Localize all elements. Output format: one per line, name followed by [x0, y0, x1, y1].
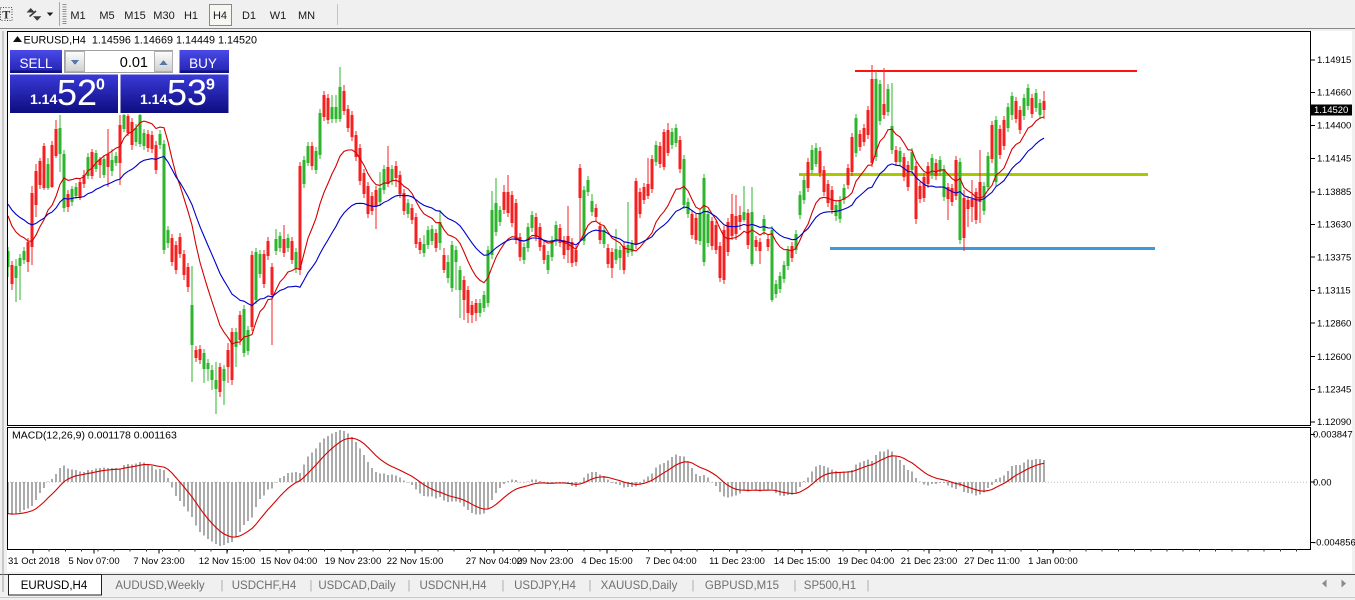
svg-text:27 Nov 04:00: 27 Nov 04:00	[466, 556, 523, 567]
svg-text:D1: D1	[242, 10, 256, 22]
svg-text:T: T	[2, 8, 10, 22]
svg-text:1.14915: 1.14915	[1317, 55, 1351, 66]
svg-text:|: |	[221, 580, 224, 592]
svg-text:MN: MN	[298, 10, 315, 22]
svg-text:1.14660: 1.14660	[1317, 88, 1351, 99]
svg-text:21 Dec 23:00: 21 Dec 23:00	[901, 556, 958, 567]
svg-text:11 Dec 23:00: 11 Dec 23:00	[709, 556, 765, 567]
svg-text:M1: M1	[70, 10, 85, 22]
svg-text:31 Oct 2018: 31 Oct 2018	[8, 556, 60, 567]
svg-text:15 Nov 04:00: 15 Nov 04:00	[261, 556, 318, 567]
svg-text:1.14145: 1.14145	[1317, 154, 1351, 165]
svg-text:H4: H4	[213, 10, 227, 22]
svg-text:14 Dec 15:00: 14 Dec 15:00	[774, 556, 831, 567]
svg-text:1.12345: 1.12345	[1317, 385, 1351, 396]
svg-text:H1: H1	[184, 10, 198, 22]
svg-text:5 Nov 07:00: 5 Nov 07:00	[68, 556, 119, 567]
svg-text:7 Nov 23:00: 7 Nov 23:00	[133, 556, 184, 567]
svg-text:0: 0	[96, 77, 105, 94]
svg-text:29 Nov 23:00: 29 Nov 23:00	[517, 556, 574, 567]
svg-text:7 Dec 04:00: 7 Dec 04:00	[645, 556, 696, 567]
svg-text:USDCHF,H4: USDCHF,H4	[232, 580, 297, 592]
svg-text:M30: M30	[153, 10, 174, 22]
svg-text:M5: M5	[99, 10, 114, 22]
svg-text:0.01: 0.01	[120, 55, 148, 71]
svg-text:MACD(12,26,9) 0.001178 0.00116: MACD(12,26,9) 0.001178 0.001163	[12, 430, 177, 442]
svg-text:|: |	[408, 580, 411, 592]
svg-text:1.12860: 1.12860	[1317, 318, 1351, 329]
svg-text:9: 9	[206, 77, 215, 94]
svg-text:0.003847: 0.003847	[1313, 430, 1353, 441]
svg-text:0.00: 0.00	[1313, 477, 1332, 488]
svg-text:1.14400: 1.14400	[1317, 121, 1351, 132]
svg-text:AUDUSD,Weekly: AUDUSD,Weekly	[115, 580, 204, 592]
svg-text:1.13630: 1.13630	[1317, 220, 1351, 231]
svg-text:EURUSD,H4: EURUSD,H4	[21, 580, 88, 592]
svg-text:1.13375: 1.13375	[1317, 252, 1351, 263]
svg-text:USDCNH,H4: USDCNH,H4	[419, 580, 487, 592]
svg-text:|: |	[502, 580, 505, 592]
svg-text:27 Dec 11:00: 27 Dec 11:00	[964, 556, 1020, 567]
svg-text:SELL: SELL	[19, 56, 53, 71]
svg-text:USDCAD,Daily: USDCAD,Daily	[318, 580, 396, 592]
svg-text:1.14: 1.14	[140, 91, 167, 107]
svg-text:1.13115: 1.13115	[1317, 286, 1351, 297]
svg-text:M15: M15	[124, 10, 145, 22]
svg-text:USDJPY,H4: USDJPY,H4	[514, 580, 576, 592]
svg-text:BUY: BUY	[189, 56, 217, 71]
svg-text:EURUSD,H4 1.14596 1.14669 1.1: EURUSD,H4 1.14596 1.14669 1.14449 1.1452…	[24, 35, 258, 47]
svg-text:52: 52	[57, 72, 97, 113]
svg-text:19 Nov 23:00: 19 Nov 23:00	[325, 556, 382, 567]
svg-text:1.14: 1.14	[30, 91, 57, 107]
svg-text:W1: W1	[270, 10, 287, 22]
svg-text:22 Nov 15:00: 22 Nov 15:00	[387, 556, 444, 567]
svg-text:1.12600: 1.12600	[1317, 352, 1351, 363]
svg-text:53: 53	[167, 72, 207, 113]
svg-text:4 Dec 15:00: 4 Dec 15:00	[581, 556, 632, 567]
svg-text:SP500,H1: SP500,H1	[804, 580, 856, 592]
svg-text:|: |	[310, 580, 313, 592]
svg-text:XAUUSD,Daily: XAUUSD,Daily	[601, 580, 678, 592]
svg-text:12 Nov 15:00: 12 Nov 15:00	[199, 556, 256, 567]
svg-text:|: |	[867, 580, 870, 592]
svg-text:|: |	[692, 580, 695, 592]
svg-text:1.14520: 1.14520	[1314, 105, 1348, 116]
svg-text:19 Dec 04:00: 19 Dec 04:00	[838, 556, 895, 567]
svg-text:|: |	[589, 580, 592, 592]
svg-text:-0.004856: -0.004856	[1313, 538, 1355, 549]
svg-text:1.12090: 1.12090	[1317, 417, 1351, 428]
svg-text:1 Jan 00:00: 1 Jan 00:00	[1028, 556, 1078, 567]
svg-text:|: |	[794, 580, 797, 592]
svg-text:1.13885: 1.13885	[1317, 187, 1351, 198]
svg-text:GBPUSD,M15: GBPUSD,M15	[705, 580, 779, 592]
